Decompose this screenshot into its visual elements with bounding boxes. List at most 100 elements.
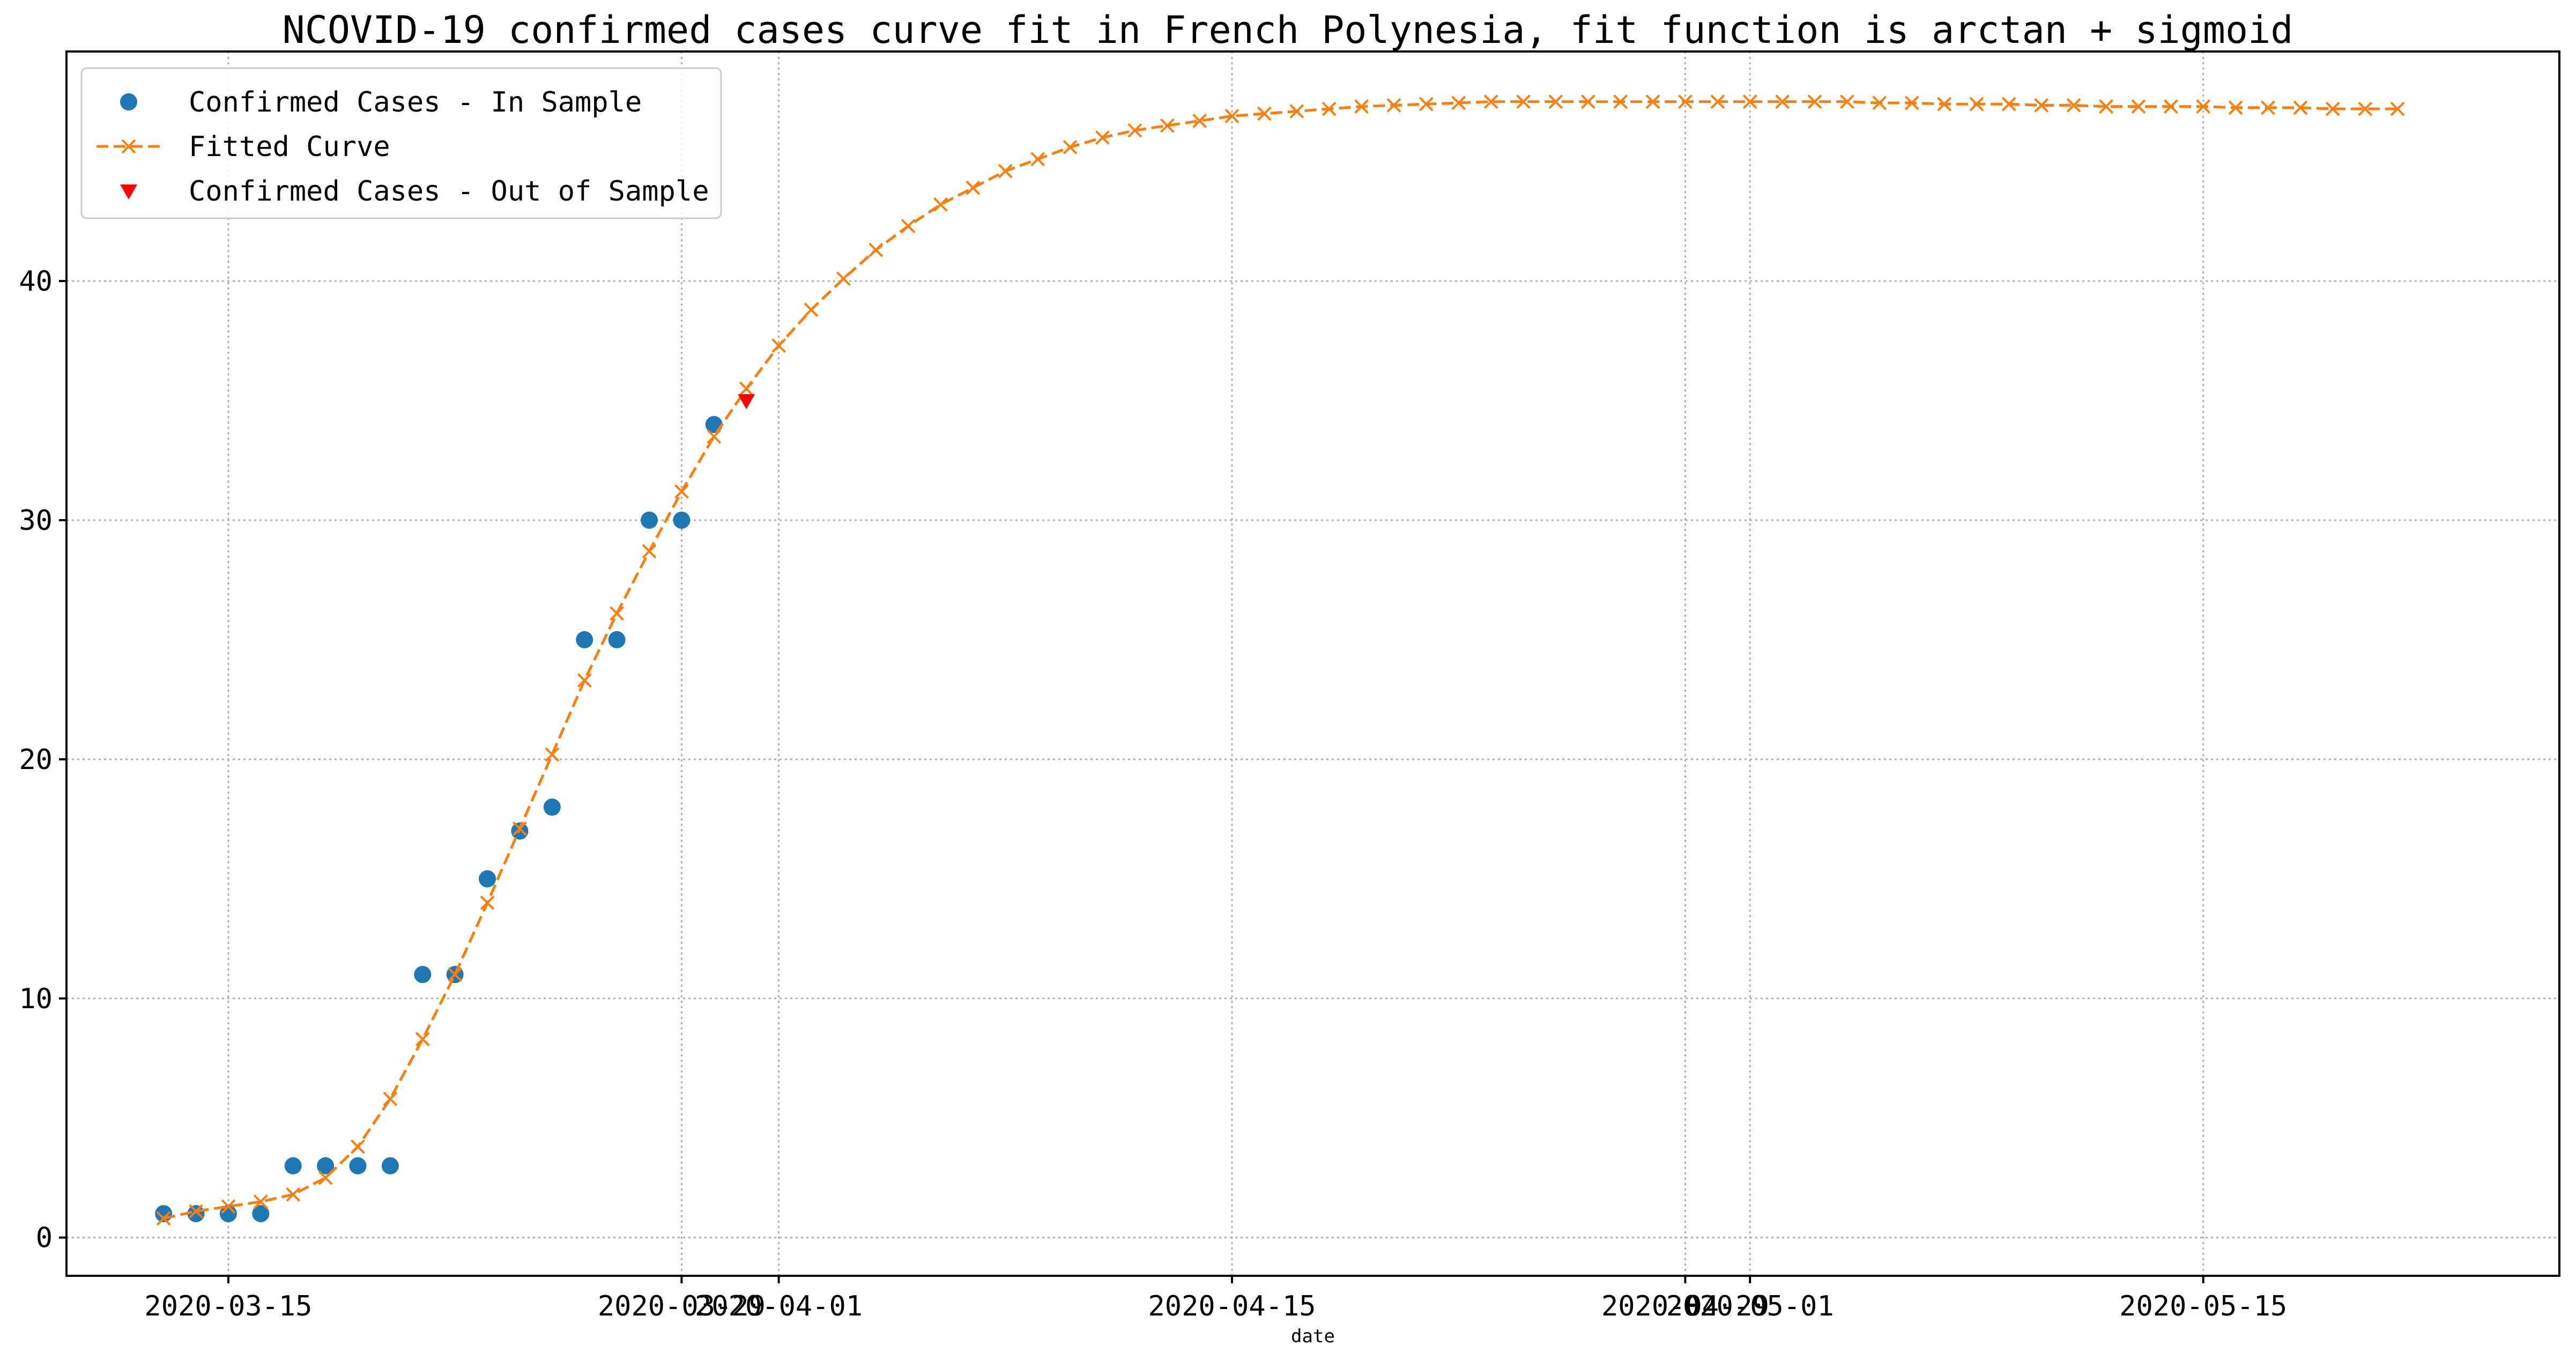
- fitted-curve-point: [1224, 108, 1239, 123]
- x-tick-label: 2020-05-15: [2119, 1290, 2287, 1322]
- fitted-curve-point: [545, 747, 560, 762]
- fitted-curve-point: [1742, 94, 1757, 109]
- fitted-curve-point: [1160, 118, 1175, 133]
- fitted-curve-point: [1904, 95, 1919, 110]
- fitted-curve-point: [739, 381, 754, 396]
- fitted-curve-point: [2358, 101, 2373, 116]
- fitted-curve-point: [1354, 99, 1369, 114]
- fitted-curve-point: [2066, 98, 2081, 113]
- legend-item-out_of_sample: Confirmed Cases - Out of Sample: [120, 175, 709, 208]
- y-tick-label: 20: [19, 744, 53, 776]
- x-tick-label: 2020-04-01: [695, 1290, 863, 1322]
- fitted-curve-point: [1192, 113, 1207, 128]
- fitted-curve-point: [707, 429, 722, 444]
- fitted-curve-point: [513, 821, 527, 836]
- x-tick-label: 2020-05-01: [1666, 1290, 1834, 1322]
- fitted-curve-point: [1969, 97, 1984, 112]
- fitted-curve-point: [901, 219, 916, 233]
- fitted-curve-point: [1710, 94, 1725, 109]
- fitted-curve-point: [1548, 94, 1563, 109]
- fitted-curve-point: [1483, 94, 1498, 109]
- fitted-curve-point: [189, 1204, 203, 1219]
- legend-circle-marker: [120, 93, 137, 110]
- fitted-curve-point: [1451, 95, 1466, 110]
- fitted-curve-point: [771, 338, 786, 353]
- fitted-curve-point: [1289, 104, 1304, 119]
- out-of-sample-point: [738, 394, 755, 410]
- fitted-curve-point: [2196, 99, 2211, 114]
- in-sample-point: [543, 799, 561, 816]
- in-sample-point: [414, 966, 432, 984]
- fitted-curve-point: [1095, 130, 1110, 145]
- fitted-curve-point: [1872, 95, 1887, 110]
- fitted-curve-point: [933, 197, 948, 212]
- grid-layer: [66, 51, 2559, 1276]
- fitted-curve-point: [1840, 94, 1854, 109]
- in-sample-point: [576, 631, 593, 648]
- fitted-curve-line: [163, 100, 2398, 1220]
- x-axis-label: date: [1291, 1326, 1335, 1347]
- fitted-curve-point: [2261, 100, 2275, 115]
- fitted-curve-point: [383, 1091, 398, 1106]
- series-layer: [155, 94, 2405, 1226]
- fitted-curve-point: [351, 1139, 365, 1154]
- fitted-curve-point: [642, 544, 657, 559]
- legend-label: Fitted Curve: [189, 131, 390, 163]
- fitted-curve-point: [2034, 98, 2049, 113]
- in-sample-point: [252, 1205, 270, 1223]
- in-sample-point: [317, 1157, 335, 1174]
- x-tick-label: 2020-03-29: [598, 1290, 766, 1322]
- fitted-curve-point: [1419, 97, 1434, 112]
- y-tick-label: 10: [19, 983, 53, 1015]
- fitted-curve-point: [2163, 99, 2178, 114]
- in-sample-point: [608, 631, 626, 648]
- fitted-curve-point: [286, 1187, 301, 1202]
- fitted-curve-point: [480, 895, 495, 910]
- in-sample-point: [479, 870, 496, 888]
- chart-title: NCOVID-19 confirmed cases curve fit in F…: [283, 8, 2293, 52]
- fitted-curve-point: [156, 1211, 171, 1226]
- fitted-curve-point: [1937, 97, 1952, 112]
- in-sample-point: [349, 1157, 367, 1174]
- fitted-curve-point: [1127, 123, 1142, 138]
- fitted-curve-point: [1580, 94, 1595, 109]
- legend-item-in_sample: Confirmed Cases - In Sample: [120, 86, 642, 119]
- fitted-curve-point: [318, 1170, 333, 1185]
- fitted-curve-point: [1516, 94, 1531, 109]
- fitted-curve-point: [1807, 94, 1822, 109]
- fitted-curve-point: [1645, 94, 1660, 109]
- x-tick-label: 2020-04-15: [1148, 1290, 1316, 1322]
- fitted-curve-point: [1063, 139, 1078, 154]
- y-tick-label: 40: [19, 265, 53, 298]
- fitted-curve-point: [1322, 101, 1337, 116]
- x-tick-label: 2020-04-29: [1601, 1290, 1769, 1322]
- in-sample-point: [284, 1157, 302, 1174]
- fitted-curve-point: [804, 302, 819, 317]
- fitted-curve-point: [674, 484, 689, 499]
- fitted-curve-point: [253, 1194, 268, 1209]
- plot-frame: [65, 50, 2560, 1277]
- fitted-curve-point: [1678, 94, 1692, 109]
- fitted-curve-point: [415, 1032, 430, 1046]
- y-tick-label: 30: [19, 505, 53, 537]
- legend-x-marker: [121, 139, 136, 154]
- in-sample-point: [673, 511, 691, 529]
- in-sample-point: [381, 1157, 399, 1174]
- fitted-curve-point: [836, 271, 851, 286]
- fitted-curve-point: [2228, 100, 2243, 115]
- legend-frame: [80, 67, 722, 219]
- fitted-curve-point: [1613, 94, 1628, 109]
- fitted-curve-point: [2390, 101, 2405, 116]
- legend-label: Confirmed Cases - Out of Sample: [189, 175, 709, 208]
- fitted-curve-point: [577, 673, 592, 688]
- fitted-curve-point: [2293, 100, 2308, 115]
- in-sample-point: [641, 511, 658, 529]
- legend: Confirmed Cases - In Sample Fitted Curve C…: [80, 67, 722, 219]
- fitted-curve-point: [221, 1199, 236, 1214]
- legend-label: Confirmed Cases - In Sample: [189, 86, 642, 119]
- legend-triangle-marker: [120, 184, 137, 199]
- fitted-curve-point: [1257, 106, 1272, 121]
- fitted-curve-point: [610, 606, 625, 621]
